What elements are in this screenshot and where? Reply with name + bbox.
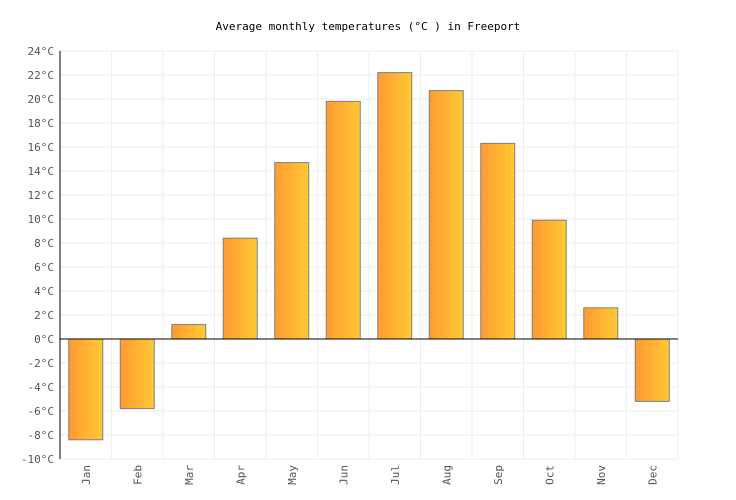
y-tick-label: -2°C: [28, 357, 55, 370]
y-tick-label: 12°C: [28, 189, 55, 202]
x-tick-label: Apr: [234, 465, 247, 485]
x-tick-label: Aug: [440, 465, 453, 485]
x-tick-label: Oct: [543, 465, 556, 485]
x-tick-label: Jul: [389, 465, 402, 485]
x-tick-label: Jan: [80, 465, 93, 485]
y-tick-label: -8°C: [28, 429, 55, 442]
y-tick-label: -4°C: [28, 381, 55, 394]
bar-dec: [634, 338, 670, 402]
y-tick-label: -6°C: [28, 405, 55, 418]
y-tick-label: 14°C: [28, 165, 55, 178]
x-tick-label: Feb: [131, 465, 144, 485]
y-tick-label: 2°C: [34, 309, 54, 322]
y-tick-label: 4°C: [34, 285, 54, 298]
x-tick-label: Nov: [595, 465, 608, 485]
y-tick-label: 6°C: [34, 261, 54, 274]
y-tick-label: 22°C: [28, 69, 55, 82]
y-tick-label: 10°C: [28, 213, 55, 226]
bar-nov: [583, 307, 619, 340]
y-tick-label: 18°C: [28, 117, 55, 130]
y-tick-label: 8°C: [34, 237, 54, 250]
x-tick-label: Sep: [492, 465, 505, 485]
chart-title: Average monthly temperatures (°C ) in Fr…: [216, 20, 521, 33]
bar-aug: [428, 90, 464, 340]
y-tick-label: 0°C: [34, 333, 54, 346]
y-tick-label: 20°C: [28, 93, 55, 106]
x-tick-label: May: [286, 465, 299, 485]
y-tick-label: 16°C: [28, 141, 55, 154]
bar-oct: [531, 219, 567, 340]
x-tick-label: Mar: [183, 465, 196, 485]
bar-may: [274, 162, 310, 340]
bar-jan: [68, 338, 104, 441]
bar-jun: [325, 100, 361, 340]
x-tick-label: Jun: [337, 465, 350, 485]
y-tick-label: 24°C: [28, 45, 55, 58]
y-tick-label: -10°C: [21, 453, 54, 466]
bar-apr: [222, 237, 258, 340]
bar-jul: [377, 72, 413, 340]
x-tick-label: Dec: [646, 465, 659, 485]
bar-mar: [171, 324, 207, 340]
bar-sep: [480, 142, 516, 340]
bar-feb: [119, 338, 155, 410]
